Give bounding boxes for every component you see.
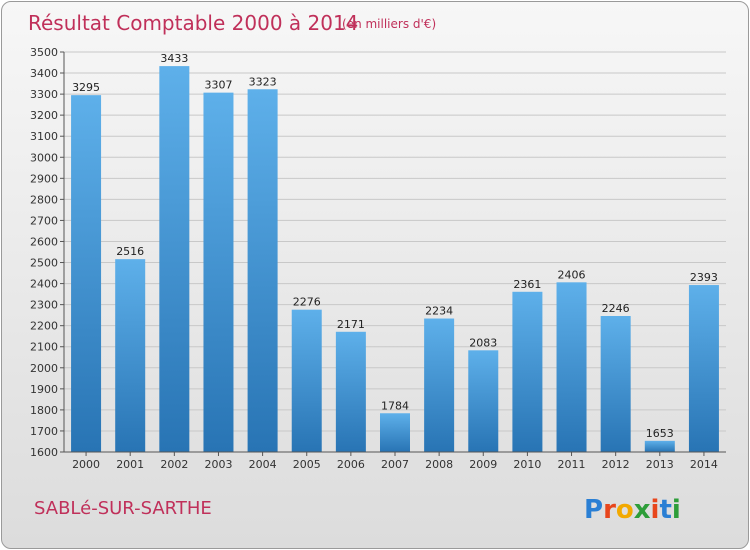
bar-2003 [203, 92, 234, 452]
bar-value-label: 1653 [646, 427, 674, 440]
x-tick-label: 2012 [602, 458, 630, 471]
x-tick-label: 2005 [293, 458, 321, 471]
y-tick-label: 3200 [30, 109, 58, 122]
bar-value-label: 3307 [204, 79, 232, 92]
x-tick-label: 2002 [160, 458, 188, 471]
x-tick-label: 2001 [116, 458, 144, 471]
bar-value-label: 2406 [558, 268, 586, 281]
x-tick-label: 2004 [249, 458, 277, 471]
bar-2014 [688, 285, 719, 452]
y-tick-label: 1800 [30, 404, 58, 417]
bar-2000 [71, 95, 102, 452]
x-axis-ticks: 2000 2001 2002 2003 2004 2005 2006 2007 2008 2009… [72, 452, 718, 471]
x-tick-label: 2010 [513, 458, 541, 471]
x-tick-label: 2011 [558, 458, 586, 471]
bars: 3295 2516 3433 3307 3323 2276 2171 1784 2234 2083… [71, 52, 719, 453]
bar-value-label: 3295 [72, 81, 100, 94]
proxiti-logo: Proxiti [584, 495, 681, 525]
x-tick-label: 2013 [646, 458, 674, 471]
bar-2001 [115, 259, 146, 452]
bar-2010 [512, 291, 543, 452]
x-tick-label: 2009 [469, 458, 497, 471]
y-tick-label: 3500 [30, 46, 58, 59]
bar-2004 [247, 89, 278, 453]
bar-2002 [159, 66, 190, 453]
y-tick-label: 1700 [30, 425, 58, 438]
bar-2011 [556, 282, 587, 452]
bar-value-label: 2234 [425, 305, 453, 318]
bar-2013 [644, 440, 675, 452]
bar-value-label: 2276 [293, 296, 321, 309]
bar-2007 [380, 413, 410, 452]
bar-value-label: 2361 [513, 278, 541, 291]
y-tick-label: 3400 [30, 67, 58, 80]
bar-value-label: 2393 [690, 271, 718, 284]
chart-unit-note: (en milliers d'€) [342, 17, 436, 31]
x-tick-label: 2007 [381, 458, 409, 471]
chart-title: Résultat Comptable 2000 à 2014 [28, 11, 358, 35]
y-tick-label: 2600 [30, 235, 58, 248]
x-tick-label: 2014 [690, 458, 718, 471]
proxiti-logo-text: Proxiti [584, 495, 681, 525]
y-tick-label: 2900 [30, 172, 58, 185]
bar-2008 [424, 318, 455, 452]
bar-value-label: 2083 [469, 336, 497, 349]
y-tick-label: 1900 [30, 383, 58, 396]
x-tick-label: 2006 [337, 458, 365, 471]
city-name: SABLé-SUR-SARTHE [34, 498, 212, 519]
bar-2012 [600, 316, 631, 452]
bar-2009 [468, 350, 499, 452]
bar-value-label: 3323 [249, 75, 277, 88]
y-tick-label: 2200 [30, 320, 58, 333]
bar-value-label: 3433 [160, 52, 188, 65]
bar-value-label: 1784 [381, 399, 409, 412]
bar-2005 [291, 309, 322, 452]
y-tick-label: 2300 [30, 299, 58, 312]
bar-value-label: 2246 [602, 302, 630, 315]
y-tick-label: 2400 [30, 278, 58, 291]
bar-value-label: 2516 [116, 245, 144, 258]
y-tick-label: 2700 [30, 214, 58, 227]
x-tick-label: 2000 [72, 458, 100, 471]
y-tick-label: 1600 [30, 446, 58, 459]
bar-value-label: 2171 [337, 318, 365, 331]
y-tick-label: 2800 [30, 193, 58, 206]
x-tick-label: 2008 [425, 458, 453, 471]
y-tick-label: 2100 [30, 341, 58, 354]
y-tick-label: 2500 [30, 257, 58, 270]
x-tick-label: 2003 [204, 458, 232, 471]
bar-2006 [335, 331, 366, 452]
y-tick-label: 2000 [30, 362, 58, 375]
y-tick-label: 3000 [30, 151, 58, 164]
y-axis-ticks: 1600 1700 1800 1900 2000 2100 2200 2300 2400 2500… [30, 46, 64, 459]
y-tick-label: 3300 [30, 88, 58, 101]
y-tick-label: 3100 [30, 130, 58, 143]
